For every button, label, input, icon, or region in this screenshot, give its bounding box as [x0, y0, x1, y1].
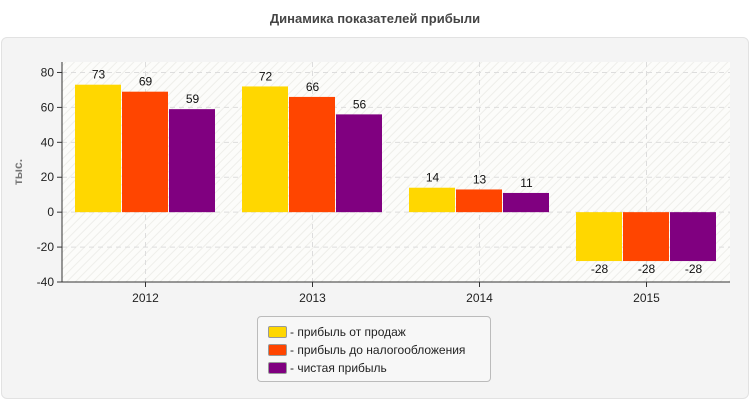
data-label: 72: [259, 69, 273, 83]
legend: - прибыль от продаж - прибыль до налогооб…: [257, 316, 491, 382]
bar: [623, 212, 669, 262]
bar: [75, 84, 121, 213]
y-tick-label: 40: [41, 135, 55, 149]
bar: [456, 189, 502, 213]
data-label: -28: [591, 262, 609, 276]
bar: [336, 114, 382, 213]
legend-label: - прибыль от продаж: [290, 325, 406, 339]
bar: [576, 212, 622, 262]
legend-swatch: [268, 362, 287, 374]
y-tick-label: 0: [47, 205, 54, 219]
bar: [242, 86, 288, 213]
legend-swatch: [268, 326, 287, 338]
data-label: 66: [306, 80, 320, 94]
legend-swatch: [268, 344, 287, 356]
y-tick-label: -40: [37, 275, 55, 289]
data-label: 73: [92, 68, 106, 82]
y-tick-label: 20: [41, 170, 55, 184]
bar: [503, 192, 549, 213]
x-tick-label: 2013: [299, 291, 326, 305]
x-tick-label: 2015: [633, 291, 660, 305]
data-label: 69: [139, 75, 153, 89]
legend-label: - чистая прибыль: [290, 361, 387, 375]
bar: [122, 91, 168, 213]
data-label: 11: [520, 176, 533, 190]
legend-item: - чистая прибыль: [268, 359, 490, 377]
legend-label: - прибыль до налогообложения: [290, 343, 466, 357]
x-tick-label: 2012: [132, 291, 159, 305]
data-label: 14: [426, 171, 440, 185]
y-tick-label: 80: [41, 65, 55, 79]
x-tick-label: 2014: [466, 291, 493, 305]
data-label: -28: [685, 262, 703, 276]
y-tick-label: -20: [37, 240, 55, 254]
bar: [409, 187, 455, 213]
legend-item: - прибыль до налогообложения: [268, 341, 490, 359]
legend-item: - прибыль от продаж: [268, 323, 490, 341]
bar: [289, 96, 335, 213]
data-label: 56: [353, 97, 367, 111]
bar: [670, 212, 716, 262]
data-label: 59: [186, 92, 200, 106]
y-tick-label: 60: [41, 100, 55, 114]
y-axis-label: тыс.: [11, 159, 25, 185]
data-label: -28: [638, 262, 656, 276]
chart-title: Динамика показателей прибыли: [269, 11, 481, 26]
bar: [169, 109, 215, 213]
data-label: 13: [473, 172, 487, 186]
